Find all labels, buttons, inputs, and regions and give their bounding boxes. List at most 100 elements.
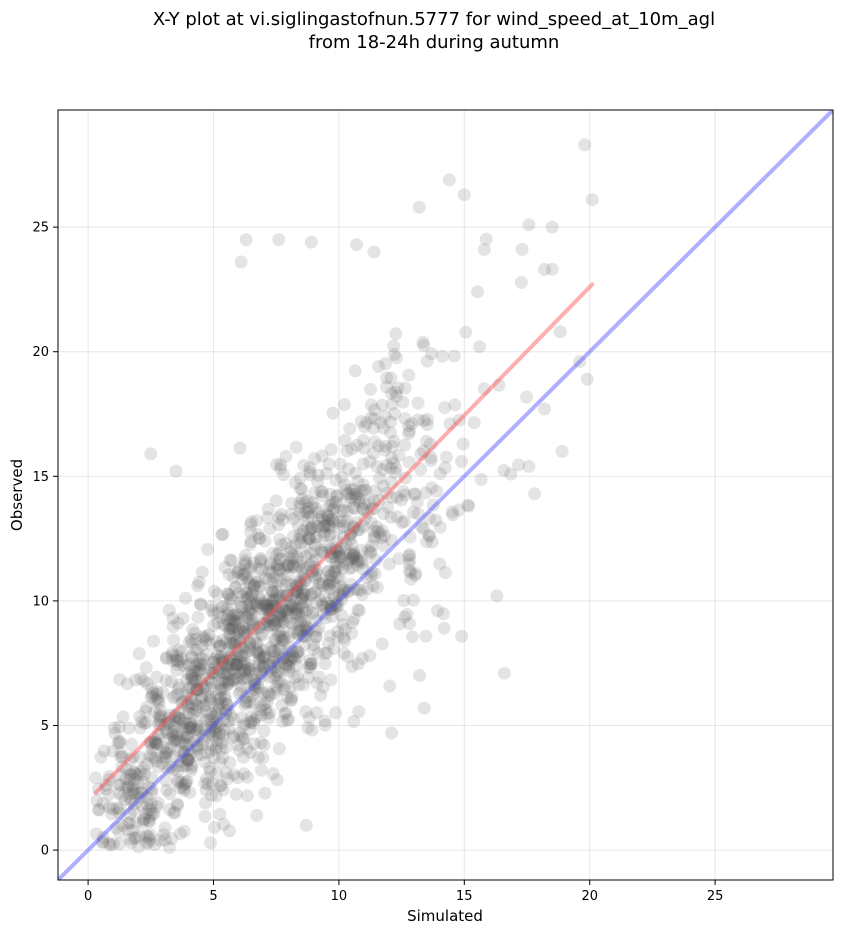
scatter-point [316, 520, 330, 534]
scatter-point [234, 679, 248, 693]
scatter-point [228, 616, 242, 630]
scatter-point [123, 773, 137, 787]
scatter-point [293, 500, 307, 514]
scatter-point [260, 598, 274, 612]
scatter-point [162, 840, 176, 854]
scatter-point [267, 651, 281, 665]
scatter-point [346, 550, 360, 563]
scatter-point [279, 578, 293, 592]
scatter-point [248, 676, 262, 690]
scatter-point [331, 630, 345, 644]
scatter-point [321, 508, 335, 522]
scatter-point [293, 482, 307, 496]
scatter-point [332, 549, 346, 563]
scatter-point [182, 743, 196, 757]
scatter-point [250, 808, 264, 822]
scatter-point [310, 596, 324, 609]
scatter-point [354, 415, 368, 428]
scatter-point [128, 787, 142, 801]
scatter-point [292, 607, 306, 621]
scatter-point [220, 601, 234, 615]
scatter-point [268, 686, 282, 700]
scatter-point [298, 621, 312, 635]
scatter-point [243, 577, 257, 591]
scatter-point [264, 661, 278, 675]
scatter-point [298, 623, 312, 637]
scatter-point [253, 658, 266, 671]
scatter-point [94, 750, 108, 764]
scatter-point [266, 593, 280, 607]
scatter-point [349, 516, 363, 530]
scatter-point [342, 583, 355, 597]
scatter-point [420, 354, 434, 368]
scatter-point [336, 504, 350, 517]
scatter-point [254, 763, 268, 777]
scatter-point [158, 718, 172, 732]
scatter-point [183, 747, 197, 761]
scatter-point [191, 722, 204, 736]
scatter-point [278, 662, 292, 676]
scatter-point [182, 657, 196, 671]
scatter-point [324, 550, 338, 564]
scatter-point [239, 566, 252, 580]
scatter-point [244, 560, 258, 574]
scatter-point [113, 802, 127, 816]
y-tick-label: 20 [32, 345, 49, 360]
scatter-point [227, 614, 241, 628]
scatter-point [307, 638, 321, 652]
scatter-point [373, 471, 386, 485]
scatter-point [125, 737, 138, 751]
scatter-point [417, 444, 431, 458]
scatter-point [312, 506, 326, 520]
scatter-point [392, 449, 406, 462]
scatter-point [216, 654, 230, 668]
scatter-point [188, 672, 202, 686]
scatter-point [171, 681, 185, 695]
scatter-point [298, 605, 312, 619]
scatter-point [254, 736, 268, 750]
scatter-point [238, 549, 252, 562]
scatter-point [329, 706, 343, 720]
scatter-point [240, 592, 254, 606]
scatter-point [351, 583, 365, 597]
scatter-point [553, 325, 567, 339]
scatter-point [368, 435, 382, 449]
scatter-point [133, 750, 147, 764]
scatter-point [202, 672, 216, 686]
scatter-point [538, 263, 552, 276]
scatter-point [206, 710, 220, 724]
y-tick-label: 25 [32, 221, 49, 236]
scatter-point [171, 616, 185, 630]
x-tick-label: 5 [209, 889, 217, 904]
scatter-point [152, 708, 166, 722]
scatter-point [257, 650, 271, 664]
scatter-point [205, 777, 219, 791]
scatter-point [262, 689, 276, 703]
scatter-point [446, 508, 460, 522]
scatter-point [231, 658, 245, 672]
scatter-point [163, 708, 177, 722]
scatter-point [214, 683, 228, 696]
scatter-point [153, 833, 167, 847]
scatter-point [283, 560, 297, 574]
scatter-point [384, 476, 398, 490]
scatter-point [390, 389, 403, 403]
scatter-point [155, 750, 169, 764]
scatter-point [490, 589, 504, 603]
scatter-point [445, 505, 459, 519]
scatter-point [323, 577, 337, 591]
scatter-point [387, 348, 401, 362]
scatter-point [270, 614, 284, 628]
scatter-point [176, 716, 190, 730]
scatter-point [277, 630, 291, 644]
scatter-point [285, 690, 299, 704]
scatter-point [177, 783, 191, 797]
scatter-point [264, 641, 277, 654]
scatter-point [148, 737, 162, 751]
scatter-point [166, 725, 180, 739]
scatter-point [301, 506, 315, 519]
scatter-point [177, 759, 191, 773]
scatter-point [203, 692, 217, 706]
scatter-point [244, 525, 258, 539]
scatter-point [222, 714, 235, 728]
